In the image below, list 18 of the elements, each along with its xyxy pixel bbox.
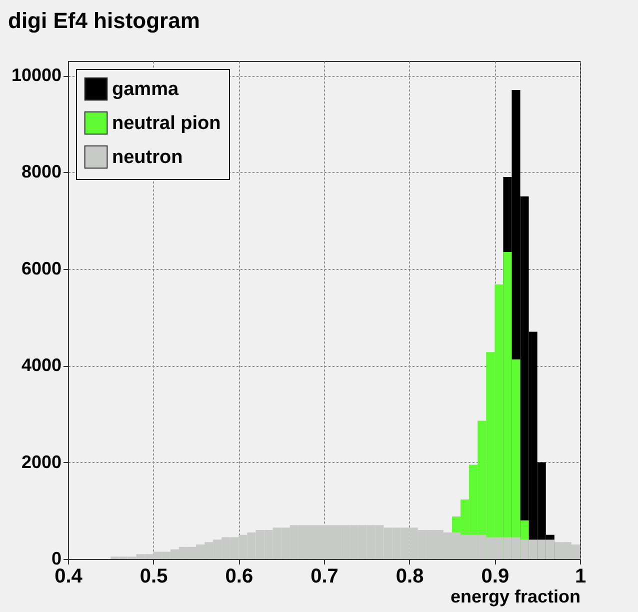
x-tick-label: 0.5 xyxy=(140,566,168,588)
y-tick-label: 0 xyxy=(51,548,62,568)
x-tick-label: 0.8 xyxy=(396,566,424,588)
x-tick-label: 0.6 xyxy=(225,566,254,588)
x-tick-label: 1 xyxy=(574,566,586,588)
y-tick-label: 2000 xyxy=(21,452,62,472)
chart-title: digi Ef4 histogram xyxy=(8,8,200,33)
legend-label: gamma xyxy=(112,79,179,100)
x-tick-label: 0.7 xyxy=(310,566,338,588)
y-tick-label: 4000 xyxy=(21,355,62,376)
x-tick-label: 0.4 xyxy=(54,566,84,588)
y-tick-label: 8000 xyxy=(21,162,62,182)
y-tick-label: 6000 xyxy=(21,258,62,278)
x-axis-title: energy fraction xyxy=(450,586,580,606)
legend-label: neutron xyxy=(112,147,183,168)
x-tick-label: 0.9 xyxy=(481,566,510,588)
y-tick-label: 10000 xyxy=(11,65,62,86)
legend-label: neutral pion xyxy=(112,113,221,134)
